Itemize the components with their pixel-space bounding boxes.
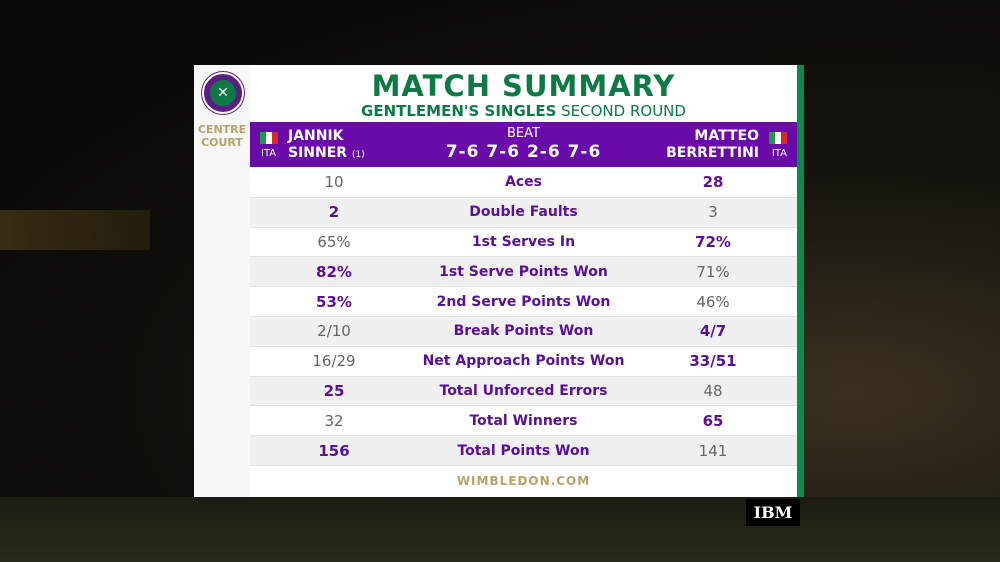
- ibm-logo: IBM: [746, 499, 800, 526]
- left-column: ✕ CENTRE COURT: [194, 65, 250, 497]
- italy-flag-icon: [260, 132, 278, 144]
- player2-value: 33/51: [689, 352, 737, 371]
- court-line1: CENTRE: [197, 123, 247, 136]
- result-banner: ITA JANNIK SINNER (1) BEAT 7-6 7-6 2-6 7-…: [250, 122, 797, 167]
- player2-value: 4/7: [699, 322, 727, 341]
- player2-value: 46%: [696, 292, 730, 311]
- stat-label: Total Winners: [469, 412, 578, 429]
- player2-value: 3: [708, 203, 718, 222]
- footer-website: WIMBLEDON.COM: [456, 474, 591, 488]
- player1-seed: (1): [351, 150, 365, 160]
- event-name: GENTLEMEN'S SINGLES: [361, 102, 557, 120]
- player1-value: 32: [324, 411, 344, 430]
- stat-label: 2nd Serve Points Won: [436, 293, 611, 310]
- stat-row: 16/29 Net Approach Points Won 33/51: [250, 347, 797, 377]
- stat-label: Total Unforced Errors: [439, 382, 608, 399]
- background-ground: [0, 497, 1000, 562]
- stat-label: 1st Serves In: [471, 233, 576, 250]
- stat-row: 53% 2nd Serve Points Won 46%: [250, 287, 797, 317]
- stat-row: 82% 1st Serve Points Won 71%: [250, 257, 797, 288]
- court-name: CENTRE COURT: [194, 123, 250, 149]
- stat-label: Net Approach Points Won: [422, 353, 625, 370]
- player2-country: ITA: [771, 148, 787, 159]
- stat-row: 2 Double Faults 3: [250, 197, 797, 228]
- stat-row: 10 Aces 28: [250, 168, 797, 198]
- stat-row: 2/10 Break Points Won 4/7: [250, 316, 797, 347]
- player1-name: JANNIK SINNER (1): [288, 128, 365, 164]
- player2-value: 72%: [695, 232, 731, 251]
- court-line2: COURT: [201, 136, 243, 149]
- event-subtitle: GENTLEMEN'S SINGLES SECOND ROUND: [250, 102, 797, 120]
- result-label: BEAT: [507, 126, 540, 141]
- player2-name: MATTEO BERRETTINI: [666, 128, 759, 162]
- player1-value: 53%: [316, 292, 352, 311]
- wimbledon-logo-icon: ✕: [202, 72, 244, 114]
- background-lights: [0, 210, 150, 250]
- player1-country: ITA: [261, 148, 277, 159]
- player2-value: 65: [702, 411, 724, 430]
- player1-value: 82%: [316, 262, 352, 281]
- page-title: MATCH SUMMARY: [371, 69, 676, 103]
- player1-value: 25: [323, 381, 345, 400]
- player2-value: 71%: [696, 262, 730, 281]
- stat-label: Aces: [505, 174, 542, 191]
- player1-value: 156: [318, 441, 350, 460]
- stats-table: 10 Aces 28 2 Double Faults 3 65% 1st Serves In 7…: [250, 168, 797, 466]
- round-name: SECOND ROUND: [561, 102, 686, 120]
- stat-row: 65% 1st Serves In 72%: [250, 228, 797, 258]
- player1-first: JANNIK: [288, 128, 344, 144]
- player2-value: 28: [702, 173, 724, 192]
- player2-value: 48: [703, 381, 723, 400]
- match-score: 7-6 7-6 2-6 7-6: [445, 142, 602, 162]
- italy-flag-icon: [769, 132, 787, 144]
- stat-label: 1st Serve Points Won: [439, 263, 608, 280]
- player1-last: SINNER: [288, 145, 348, 161]
- player1-value: 2/10: [317, 322, 351, 341]
- match-summary-panel: ✕ CENTRE COURT MATCH SUMMARY GENTLEMEN'S …: [194, 65, 797, 497]
- stat-label: Break Points Won: [453, 323, 594, 340]
- player1-value: 16/29: [312, 352, 356, 371]
- stat-label: Total Points Won: [457, 442, 590, 459]
- player2-value: 141: [698, 441, 728, 460]
- player1-value: 65%: [317, 232, 351, 251]
- green-accent-stripe: [797, 65, 804, 497]
- stat-row: 156 Total Points Won 141: [250, 436, 797, 466]
- player2-first: MATTEO: [694, 128, 759, 144]
- player1-value: 10: [324, 173, 344, 192]
- stat-row: 25 Total Unforced Errors 48: [250, 376, 797, 407]
- stat-row: 32 Total Winners 65: [250, 406, 797, 437]
- player2-last: BERRETTINI: [666, 145, 759, 161]
- player1-value: 2: [328, 203, 340, 222]
- stat-label: Double Faults: [469, 204, 578, 221]
